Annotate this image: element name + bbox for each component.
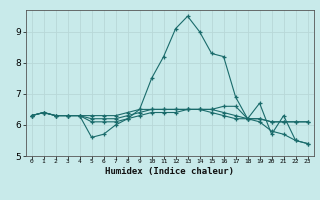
X-axis label: Humidex (Indice chaleur): Humidex (Indice chaleur) [105,167,234,176]
